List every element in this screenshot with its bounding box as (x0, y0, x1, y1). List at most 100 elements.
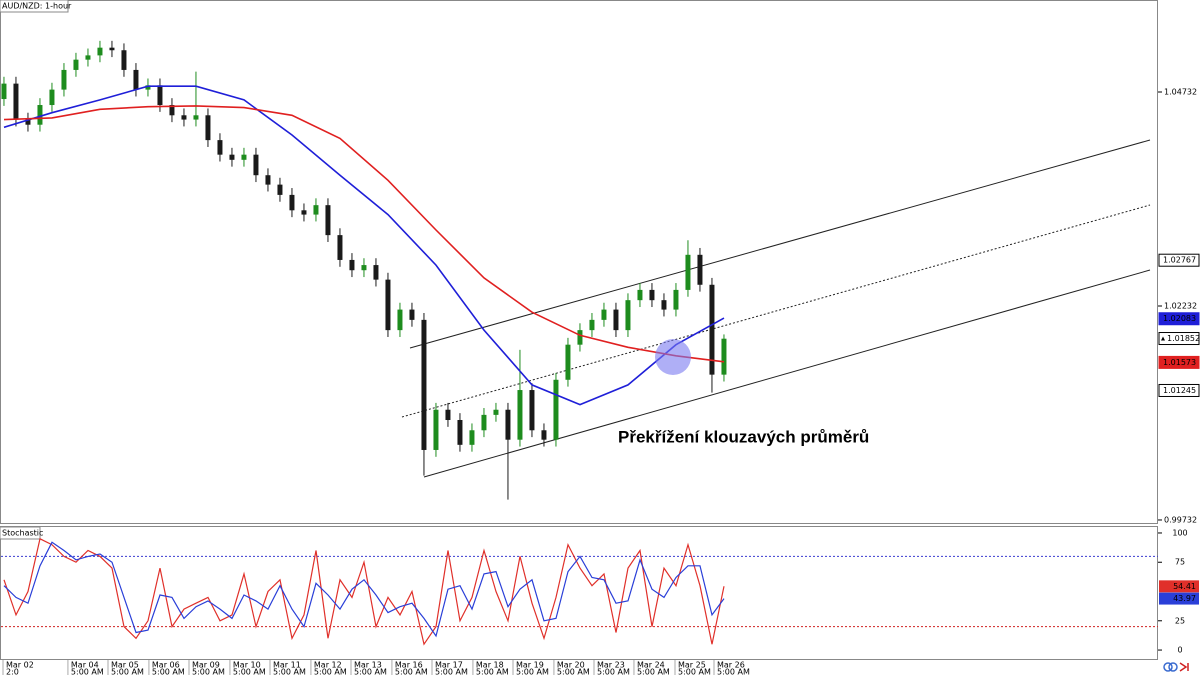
candle-body (673, 289, 679, 310)
stoch-title-box (0, 526, 41, 540)
x-tick-label: Mar 10 (233, 661, 261, 670)
candle-body (13, 83, 19, 120)
price-marker (1158, 383, 1200, 397)
x-tick-label: Mar 11 (273, 661, 301, 670)
y-tick-label: 75 (1175, 558, 1185, 567)
candle-body (529, 390, 535, 431)
stochastic-line (3, 537, 725, 646)
x-tick-label: Mar 26 (717, 661, 745, 670)
price-marker (1158, 312, 1200, 326)
price-marker (1158, 355, 1200, 369)
x-tick-label: Mar 13 (354, 661, 382, 670)
x-tick-label: Mar 06 (152, 661, 180, 670)
x-tick-sublabel: 5:00 AM (557, 668, 590, 675)
crossover-highlight (655, 339, 691, 375)
candle-body (25, 119, 31, 125)
candle-body (145, 85, 151, 90)
candle-body (49, 89, 55, 106)
candle-body (133, 69, 139, 90)
x-tick-sublabel: 5:00 AM (71, 668, 104, 675)
candle-body (637, 289, 643, 301)
candle-body (301, 210, 307, 215)
scroll-end-icon[interactable] (1179, 662, 1189, 672)
candle-body (481, 414, 487, 431)
candle-body (457, 420, 463, 445)
x-tick-label: Mar 16 (395, 661, 423, 670)
x-tick-sublabel: 2:0 (6, 668, 19, 675)
x-tick-sublabel: 5:00 AM (395, 668, 428, 675)
x-tick-sublabel: 5:00 AM (435, 668, 468, 675)
link-icon-2 (1168, 662, 1178, 672)
price-marker-label: 1.01245 (1163, 386, 1196, 395)
channel-lower (423, 269, 1151, 478)
candle-body (61, 69, 67, 90)
annotation: Překřížení klouzavých průměrů (618, 427, 869, 446)
price-marker (1158, 253, 1200, 267)
stochastic-line (3, 541, 725, 638)
candle-body (253, 154, 259, 176)
y-tick-label: 100 (1172, 528, 1187, 537)
title-box (0, 0, 69, 13)
x-tick-label: Mar 25 (678, 661, 706, 670)
x-tick-sublabel: 5:00 AM (233, 668, 266, 675)
channel-middle (401, 204, 1151, 418)
candle-body (433, 409, 439, 450)
candle-body (409, 309, 415, 320)
candle-body (505, 409, 511, 440)
price-marker (1158, 332, 1200, 346)
price-marker-label: 1.01573 (1163, 358, 1196, 367)
y-tick-label: 1.04732 (1164, 88, 1197, 97)
x-tick-label: Mar 12 (314, 661, 342, 670)
x-tick-sublabel: 5:00 AM (476, 668, 509, 675)
price-marker-label: 1.02083 (1163, 314, 1196, 323)
y-tick-label: 1.02232 (1164, 301, 1197, 310)
candle-body (157, 85, 163, 106)
x-tick-label: Mar 04 (71, 661, 99, 670)
x-tick-label: Mar 24 (637, 661, 665, 670)
last-value-label: 43.97 (1173, 594, 1196, 603)
footer-icons (1163, 662, 1189, 672)
x-tick-sublabel: 5:00 AM (273, 668, 306, 675)
x-tick-sublabel: 5:00 AM (152, 668, 185, 675)
candle-body (685, 254, 691, 290)
candle-body (217, 140, 223, 155)
x-tick-label: Mar 17 (435, 661, 463, 670)
candle-body (661, 300, 667, 310)
main-panel (0, 0, 1158, 524)
candle-body (349, 259, 355, 271)
moving-average (3, 85, 725, 406)
x-tick-sublabel: 5:00 AM (192, 668, 225, 675)
link-icon[interactable] (1163, 662, 1173, 672)
x-tick-label: Mar 02 (6, 661, 34, 670)
candle-body (421, 319, 427, 450)
price-marker-label: 1.02767 (1163, 256, 1196, 265)
candle-body (397, 309, 403, 331)
stoch-title: Stochastic (2, 529, 43, 538)
price-arrow (1161, 336, 1165, 341)
candle-body (553, 379, 559, 440)
candle-body (445, 409, 451, 421)
candle-body (361, 265, 367, 271)
stochastic-panel (0, 526, 1158, 660)
candle-body (205, 115, 211, 141)
y-tick-label: 0.99732 (1164, 515, 1197, 524)
candle-body (517, 390, 523, 440)
candle-body (337, 235, 343, 260)
candle-body (1, 83, 7, 100)
x-tick-sublabel: 5:00 AM (597, 668, 630, 675)
candle-body (97, 47, 103, 56)
x-tick-sublabel: 5:00 AM (717, 668, 750, 675)
candle-body (289, 194, 295, 211)
chart-title: AUD/NZD: 1-hour (2, 2, 72, 11)
candle-body (541, 430, 547, 440)
candle-body (493, 409, 499, 415)
x-tick-sublabel: 5:00 AM (111, 668, 144, 675)
candle-body (325, 205, 331, 236)
candle-body (265, 175, 271, 185)
candle-body (121, 50, 127, 70)
last-value-box (1159, 580, 1199, 593)
candle-body (613, 309, 619, 331)
x-tick-sublabel: 5:00 AM (516, 668, 549, 675)
